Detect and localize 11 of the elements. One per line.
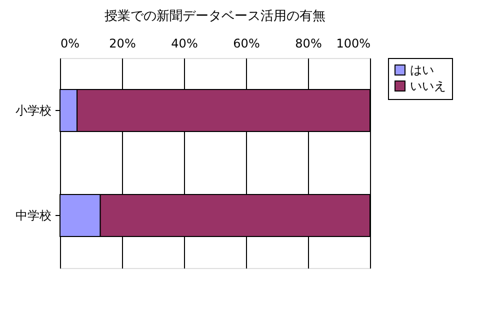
legend-label: いいえ [410, 79, 446, 93]
x-tick-label: 40% [171, 36, 198, 50]
legend-label: はい [410, 63, 434, 77]
x-tick-label: 80% [295, 36, 322, 50]
x-tick-label: 0% [60, 36, 80, 50]
x-tick-label: 100% [336, 36, 370, 50]
y-tick-label: 小学校 [16, 104, 52, 118]
x-tick-label: 20% [109, 36, 136, 50]
x-tick-label: 60% [233, 36, 260, 50]
chart-title: 授業での新聞データベース活用の有無 [104, 9, 326, 24]
y-tick-label: 中学校 [16, 208, 52, 222]
